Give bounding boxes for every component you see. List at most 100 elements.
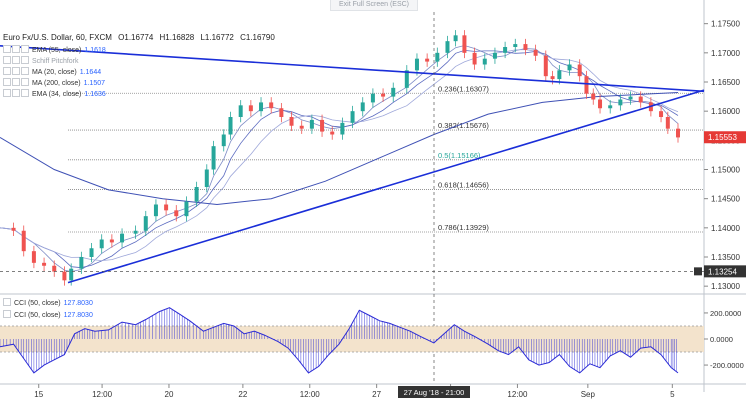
candle-body	[309, 119, 314, 129]
legend-ema55[interactable]: EMA (55, close) 1.1618	[3, 45, 106, 56]
candle-body	[577, 64, 582, 77]
ohlc-high: H1.16828	[159, 33, 195, 42]
close-icon[interactable]	[21, 56, 29, 64]
legend-label: MA (200, close)	[31, 80, 81, 87]
exit-fullscreen-button[interactable]: Exit Full Screen (ESC)	[330, 0, 418, 11]
candle-body	[228, 117, 233, 135]
time-tick-label: 15	[34, 390, 43, 399]
candle-body	[513, 44, 518, 47]
legend-label: CCI (50, close)	[13, 300, 61, 307]
time-tick-label: Sep	[581, 390, 596, 399]
candle-body	[269, 102, 274, 109]
candle-body	[109, 239, 114, 243]
visibility-toggle-icon[interactable]	[3, 45, 11, 53]
price-tick-label: 1.16500	[711, 78, 740, 87]
settings-icon[interactable]	[12, 67, 20, 75]
legend-value: 1.1618	[84, 47, 106, 54]
cci-line	[0, 307, 679, 374]
fibonacci-level-label: 0.236(1.16307)	[438, 84, 489, 93]
candle-body	[184, 201, 189, 217]
visibility-toggle-icon[interactable]	[3, 78, 11, 86]
candle-body	[248, 105, 253, 112]
candle-body	[557, 70, 562, 80]
settings-icon[interactable]	[12, 89, 20, 97]
candle-body	[472, 52, 477, 65]
legend-pitchfork[interactable]: Schiff Pitchfork	[3, 56, 79, 67]
legend-ma200[interactable]: MA (200, close) 1.1507	[3, 78, 105, 89]
candle-body	[665, 117, 670, 129]
settings-icon[interactable]	[12, 56, 20, 64]
legend-value: 1.1636	[84, 91, 106, 98]
crosshair-time-badge	[398, 386, 470, 398]
ema-34-line	[0, 49, 679, 269]
candle-body	[11, 227, 16, 231]
price-tick-label: 1.13000	[711, 282, 740, 291]
candle-body	[492, 52, 497, 59]
candle-body	[543, 55, 548, 77]
legend-value: 1.1507	[83, 80, 106, 87]
candle-body	[79, 257, 84, 269]
legend-label: CCI (50, close)	[13, 312, 61, 319]
candle-body	[279, 108, 284, 117]
candle-body	[289, 117, 294, 126]
visibility-toggle-icon[interactable]	[3, 56, 11, 64]
legend-cci-2[interactable]: CCI (50, close) 127.8030	[3, 310, 93, 321]
candle-body	[435, 52, 440, 62]
visibility-toggle-icon[interactable]	[3, 67, 11, 75]
candle-body	[259, 102, 264, 112]
candle-body	[120, 233, 125, 243]
candle-body	[340, 122, 345, 135]
price-tick-label: 1.15000	[711, 166, 740, 175]
close-icon[interactable]	[21, 89, 29, 97]
candle-body	[360, 102, 365, 112]
last-price-label: 1.15553	[708, 133, 737, 142]
candle-body	[591, 93, 596, 100]
cci-tick-label: -200.0000	[710, 361, 744, 370]
candle-body	[567, 64, 572, 71]
settings-icon[interactable]	[12, 78, 20, 86]
candle-body	[391, 87, 396, 97]
candle-body	[204, 169, 209, 187]
candle-body	[89, 248, 94, 257]
legend-label: EMA (34, close)	[31, 91, 82, 98]
candle-body	[238, 105, 243, 117]
ohlc-close: C1.16790	[240, 33, 275, 42]
legend-ema34[interactable]: EMA (34, close) 1.1636	[3, 89, 106, 100]
candle-body	[584, 76, 589, 94]
price-tick-label: 1.17000	[711, 49, 740, 58]
candle-body	[482, 58, 487, 65]
candle-body	[164, 204, 169, 211]
legend-cci-1[interactable]: CCI (50, close) 127.8030	[3, 298, 93, 309]
last-price-badge	[704, 131, 746, 144]
candle-body	[404, 70, 409, 88]
upper-trendline	[0, 45, 705, 93]
candle-body	[503, 47, 508, 53]
price-tick-label: 1.14000	[711, 224, 740, 233]
visibility-toggle-icon[interactable]	[3, 89, 11, 97]
candle-body	[221, 134, 226, 147]
candle-body	[533, 49, 538, 56]
candle-body	[21, 230, 26, 252]
candle-body	[320, 119, 325, 132]
fibonacci-level-label: 0.786(1.13929)	[438, 223, 489, 232]
candle-body	[174, 210, 179, 217]
close-icon[interactable]	[21, 45, 29, 53]
settings-icon[interactable]	[12, 45, 20, 53]
time-tick-label: 5	[670, 390, 675, 399]
legend-ma20[interactable]: MA (20, close) 1.1644	[3, 67, 101, 78]
ma-200-line	[0, 92, 679, 206]
legend-value: 127.8030	[63, 300, 93, 307]
visibility-toggle-icon[interactable]	[3, 298, 11, 306]
candle-body	[143, 216, 148, 231]
candle-body	[52, 265, 57, 272]
candle-body	[676, 128, 680, 138]
crosshair-price-label: 1.13254	[708, 267, 737, 276]
ema-55-line	[0, 49, 679, 262]
candle-body	[445, 41, 450, 53]
visibility-toggle-icon[interactable]	[3, 310, 11, 318]
close-icon[interactable]	[21, 67, 29, 75]
candle-body	[598, 99, 603, 109]
close-icon[interactable]	[21, 78, 29, 86]
